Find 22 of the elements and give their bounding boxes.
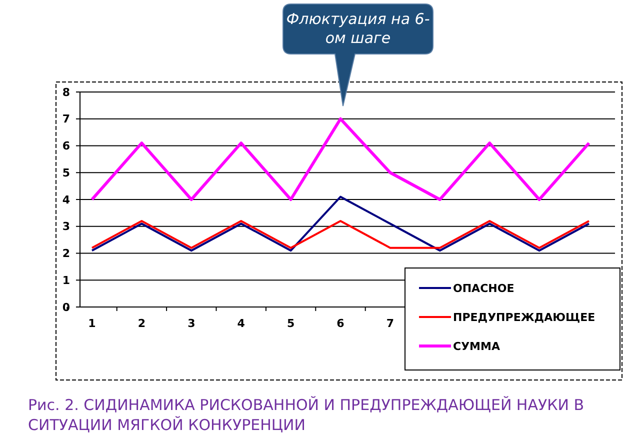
- x-tick-label: 4: [237, 317, 246, 330]
- legend-label: ПРЕДУПРЕЖДАЮЩЕЕ: [453, 310, 596, 324]
- y-tick-label: 0: [62, 300, 70, 314]
- y-tick-label: 5: [62, 166, 70, 180]
- x-tick-label: 6: [336, 317, 345, 330]
- text: Рис. 2. СИДИНАМИКА РИСКОВАННОЙ И ПРЕДУПРЕЖДАЮЩЕЙ НАУКИ В СИТУАЦИИ МЯГКОЙ КОНКУРЕНЦИИ: [28, 396, 584, 434]
- y-tick-label: 4: [62, 193, 70, 206]
- x-tick-label: 5: [286, 317, 295, 330]
- x-tick-label: 7: [386, 317, 394, 330]
- x-tick-label: 3: [188, 317, 196, 330]
- y-tick-label: 1: [62, 274, 70, 287]
- text: Флюктуация на 6-ом шаге: [286, 10, 430, 47]
- y-tick-label: 7: [62, 112, 70, 126]
- x-tick-label: 1: [88, 317, 96, 330]
- y-tick-label: 2: [62, 247, 70, 260]
- y-tick-label: 6: [62, 140, 70, 153]
- legend-label: ОПАСНОЕ: [453, 282, 514, 295]
- y-tick-label: 3: [62, 220, 70, 234]
- legend-label: СУММА: [453, 340, 500, 353]
- x-tick-label: 2: [138, 317, 146, 330]
- y-tick-label: 8: [62, 86, 70, 99]
- line-series: [90, 117, 590, 201]
